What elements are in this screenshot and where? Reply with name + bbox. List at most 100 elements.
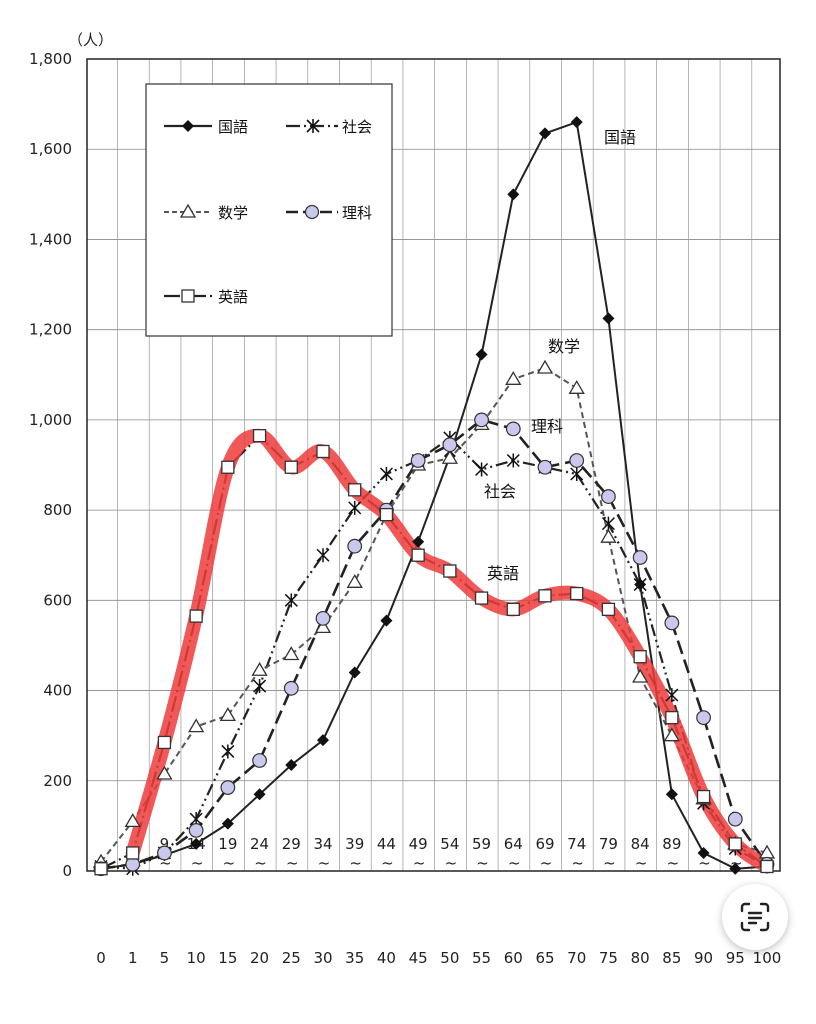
x-tick-label-lower: 75: [599, 949, 618, 967]
marker-shakai: [570, 467, 584, 482]
y-tick-label: 1,800: [29, 50, 72, 68]
marker-rika: [442, 437, 458, 453]
marker-shakai: [665, 688, 679, 703]
x-tick-tilde: ~: [286, 854, 299, 872]
marker-shakai: [316, 548, 330, 563]
marker-rika: [220, 780, 236, 795]
marker-kokugo: [729, 862, 742, 875]
marker-rika: [474, 412, 489, 428]
x-tick-label-upper: 54: [440, 835, 459, 853]
marker-eigo: [474, 591, 489, 605]
marker-sugaku: [283, 646, 300, 661]
y-tick-label: 200: [43, 772, 72, 790]
x-tick-label-upper: 64: [504, 835, 523, 853]
marker-eigo: [316, 444, 330, 459]
marker-eigo: [538, 589, 552, 603]
x-tick-label-lower: 15: [218, 949, 237, 967]
marker-eigo: [189, 609, 203, 623]
x-tick-label-lower: 1: [128, 949, 138, 967]
marker-shakai: [633, 577, 647, 592]
x-tick-tilde: ~: [476, 854, 489, 872]
x-tick-label-lower: 5: [160, 949, 170, 967]
y-tick-label: 1,400: [29, 230, 72, 248]
marker-eigo: [94, 862, 108, 876]
marker-eigo: [633, 650, 647, 664]
x-tick-label-lower: 65: [535, 949, 554, 967]
marker-eigo: [601, 602, 616, 617]
marker-kokugo: [697, 846, 710, 859]
marker-rika: [252, 753, 267, 768]
x-tick-label-lower: 100: [753, 949, 782, 967]
x-tick-tilde: ~: [698, 854, 711, 872]
marker-rika: [601, 489, 616, 504]
x-tick-label-lower: 80: [631, 949, 650, 967]
legend-label: 国語: [218, 118, 248, 136]
marker-sugaku: [441, 449, 458, 464]
x-tick-tilde: ~: [667, 854, 680, 872]
legend-item-eigo: 英語: [164, 288, 248, 306]
marker-sugaku: [251, 661, 268, 676]
x-tick-tilde: ~: [508, 854, 521, 872]
legend: 国語 社会 数学 理科 英語: [145, 83, 393, 337]
x-tick-label-upper: 49: [409, 835, 428, 853]
marker-eigo: [760, 859, 774, 874]
x-tick-tilde: ~: [445, 854, 458, 872]
markers-layer: [92, 116, 776, 877]
marker-rika: [410, 453, 426, 468]
marker-eigo: [221, 460, 235, 474]
marker-eigo: [506, 602, 520, 617]
x-tick-label-upper: 69: [535, 835, 554, 853]
series-line-3: [100, 418, 769, 870]
marker-kokugo: [665, 788, 678, 801]
marker-eigo: [665, 710, 679, 725]
marker-kokugo: [348, 666, 361, 679]
plot-frame: [86, 58, 781, 872]
legend-item-shakai: 社会: [286, 118, 372, 136]
legend-item-rika: 理科: [286, 204, 372, 222]
y-tick-label: 400: [43, 682, 72, 700]
annotation-kokugo: 国語: [604, 128, 636, 147]
lens-button[interactable]: [722, 884, 788, 950]
y-tick-label: 1,200: [29, 321, 72, 339]
marker-sugaku: [600, 528, 617, 543]
x-tick-label-lower: 25: [282, 949, 301, 967]
y-tick-label: 1,000: [29, 411, 72, 429]
marker-shakai: [284, 593, 298, 608]
marker-eigo: [411, 548, 425, 562]
marker-sugaku: [536, 359, 554, 374]
x-tick-label-upper: 34: [313, 835, 332, 853]
marker-sugaku: [346, 573, 363, 588]
x-tick-label-lower: 50: [440, 949, 459, 967]
x-tick-tilde: ~: [191, 854, 204, 872]
marker-rika: [569, 453, 585, 468]
marker-rika: [727, 811, 743, 827]
marker-shakai: [348, 500, 362, 515]
annotation-shakai: 社会: [484, 482, 516, 501]
annotation-rika: 理科: [531, 417, 563, 436]
x-tick-label-upper: 44: [377, 835, 396, 853]
x-tick-tilde: ~: [603, 854, 616, 872]
marker-eigo: [284, 460, 298, 474]
legend-label: 英語: [218, 288, 248, 306]
x-tick-tilde: ~: [413, 854, 426, 872]
marker-kokugo: [602, 312, 615, 325]
annotation-eigo: 英語: [487, 564, 519, 583]
x-tick-label-lower: 45: [409, 949, 428, 967]
legend-label: 数学: [218, 204, 248, 222]
text-scan-icon: [740, 902, 770, 932]
marker-sugaku: [124, 813, 141, 828]
legend-label: 社会: [342, 118, 372, 136]
marker-eigo: [126, 846, 140, 860]
marker-sugaku: [156, 765, 173, 780]
x-tick-label-upper: 24: [250, 835, 269, 853]
x-tick-tilde: ~: [223, 854, 236, 872]
marker-shakai: [506, 453, 520, 468]
x-tick-label-lower: 10: [187, 949, 206, 967]
x-tick-label-lower: 90: [694, 949, 713, 967]
y-tick-labels: 0 200 400 600 800 1,000 1,200 1,400 1,600 1,800: [29, 50, 72, 880]
y-tick-label: 800: [43, 501, 72, 519]
legend-label: 理科: [342, 204, 372, 222]
y-tick-label: 600: [43, 591, 72, 609]
x-tick-label-lower: 60: [504, 949, 523, 967]
